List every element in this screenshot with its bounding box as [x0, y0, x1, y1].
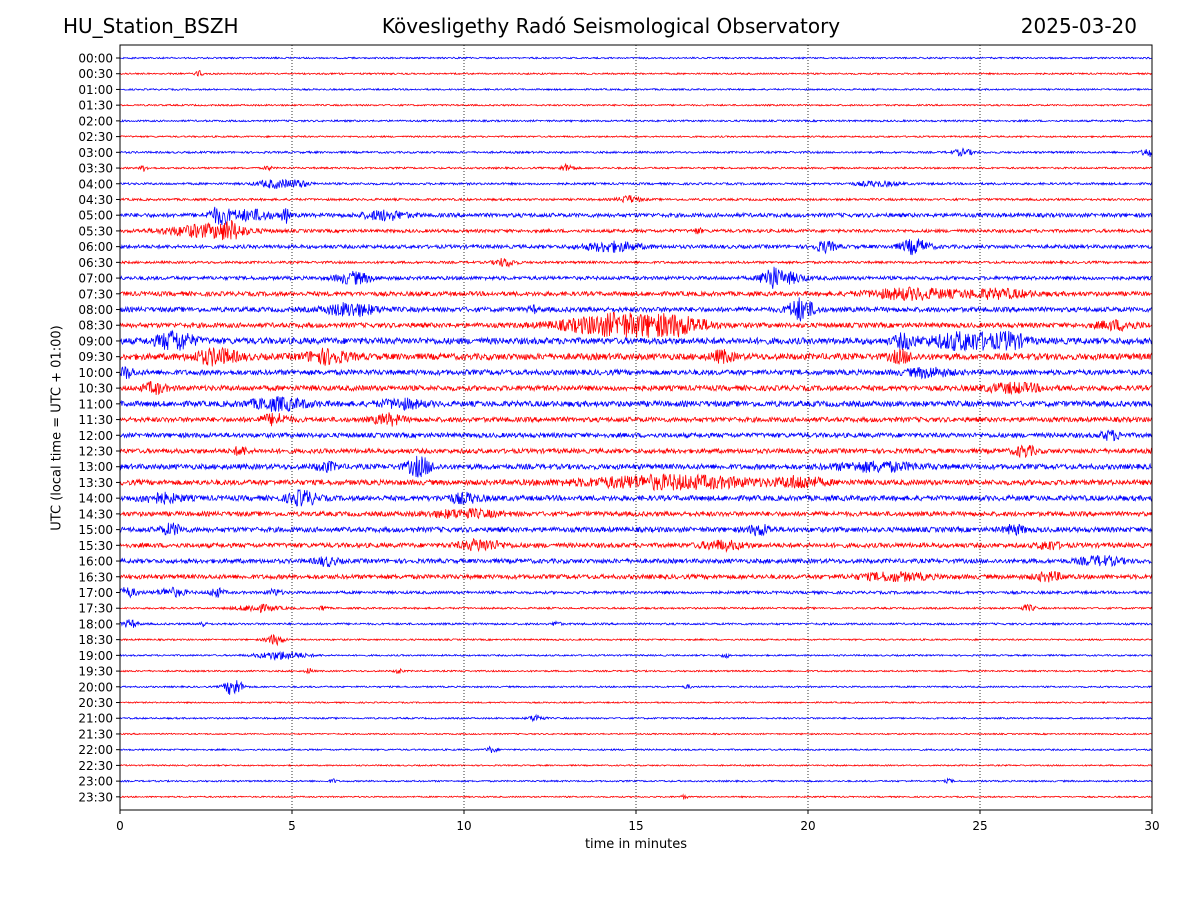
trace-1600: [120, 554, 1152, 568]
trace-0630: [120, 257, 1152, 268]
y-tick-label: 05:00: [78, 209, 113, 223]
trace-0230: [120, 134, 1152, 139]
station-label: HU_Station_BSZH: [63, 14, 239, 38]
y-tick-label: 19:30: [78, 665, 113, 679]
trace-2330: [120, 793, 1152, 800]
trace-2130: [120, 732, 1152, 736]
trace-0730: [120, 286, 1152, 302]
y-tick-label: 18:30: [78, 633, 113, 647]
date-label: 2025-03-20: [1020, 14, 1137, 38]
y-tick-label: 00:00: [78, 52, 113, 66]
x-tick-label: 0: [116, 819, 124, 833]
trace-0300: [120, 147, 1152, 158]
y-tick-label: 18:00: [78, 617, 113, 631]
y-tick-label: 21:00: [78, 712, 113, 726]
y-tick-label: 23:00: [78, 775, 113, 789]
trace-1900: [120, 650, 1152, 662]
y-tick-label: 13:30: [78, 476, 113, 490]
y-tick-label: 17:00: [78, 586, 113, 600]
y-tick-label: 15:00: [78, 523, 113, 537]
y-tick-label: 06:00: [78, 240, 113, 254]
x-tick-label: 15: [628, 819, 643, 833]
trace-0600: [120, 238, 1152, 256]
grid-lines: [291, 45, 981, 810]
trace-1800: [120, 619, 1152, 628]
trace-1400: [120, 489, 1152, 507]
trace-1330: [120, 473, 1152, 492]
y-tick-label: 09:00: [78, 334, 113, 348]
y-tick-label: 02:30: [78, 130, 113, 144]
y-tick-label: 11:30: [78, 413, 113, 427]
y-tick-label: 07:30: [78, 287, 113, 301]
trace-1730: [120, 603, 1152, 614]
y-tick-label: 20:00: [78, 680, 113, 694]
x-tick-label: 5: [288, 819, 296, 833]
y-tick-label: 03:30: [78, 162, 113, 176]
y-tick-label: 08:00: [78, 303, 113, 317]
trace-1530: [120, 537, 1152, 554]
y-tick-label: 10:30: [78, 382, 113, 396]
y-tick-label: 04:30: [78, 193, 113, 207]
y-tick-label: 22:00: [78, 743, 113, 757]
trace-0500: [120, 206, 1152, 226]
y-tick-label: 12:30: [78, 445, 113, 459]
y-tick-label: 03:00: [78, 146, 113, 160]
y-tick-label: 14:00: [78, 492, 113, 506]
trace-1030: [120, 381, 1152, 396]
y-tick-label: 14:30: [78, 507, 113, 521]
y-tick-label: 09:30: [78, 350, 113, 364]
y-tick-label: 04:00: [78, 177, 113, 191]
y-tick-label: 22:30: [78, 759, 113, 773]
y-tick-label: 12:00: [78, 429, 113, 443]
x-tick-label: 10: [456, 819, 471, 833]
y-tick-label: 16:30: [78, 570, 113, 584]
x-axis-label: time in minutes: [584, 837, 688, 852]
y-tick-label: 08:30: [78, 319, 113, 333]
y-tick-label: 02:00: [78, 114, 113, 128]
y-tick-label: 15:30: [78, 539, 113, 553]
y-tick-label: 13:00: [78, 460, 113, 474]
trace-1100: [120, 396, 1152, 413]
y-tick-label: 16:00: [78, 555, 113, 569]
y-tick-label: 23:30: [78, 790, 113, 804]
y-tick-label: 21:30: [78, 727, 113, 741]
x-tick-label: 20: [800, 819, 815, 833]
chart-title: Kövesligethy Radó Seismological Observat…: [381, 14, 841, 38]
x-axis: 0 5 10 15 20 25 30: [116, 810, 1160, 833]
y-tick-label: 01:00: [78, 83, 113, 97]
x-tick-label: 25: [972, 819, 987, 833]
y-tick-label: 07:00: [78, 272, 113, 286]
trace-1000: [120, 365, 1152, 380]
y-tick-label: 00:30: [78, 67, 113, 81]
y-tick-label: 05:30: [78, 224, 113, 238]
y-tick-label: 10:00: [78, 366, 113, 380]
y-tick-label: 17:30: [78, 602, 113, 616]
y-tick-label: 19:00: [78, 649, 113, 663]
y-tick-label: 20:30: [78, 696, 113, 710]
x-tick-label: 30: [1144, 819, 1159, 833]
y-tick-label: 06:30: [78, 256, 113, 270]
trace-1930: [120, 667, 1152, 675]
trace-2200: [120, 745, 1152, 753]
y-axis-label: UTC (local time = UTC + 01:00): [49, 325, 65, 531]
y-tick-label: 11:00: [78, 397, 113, 411]
trace-0030: [120, 70, 1152, 77]
y-tick-label: 01:30: [78, 99, 113, 113]
